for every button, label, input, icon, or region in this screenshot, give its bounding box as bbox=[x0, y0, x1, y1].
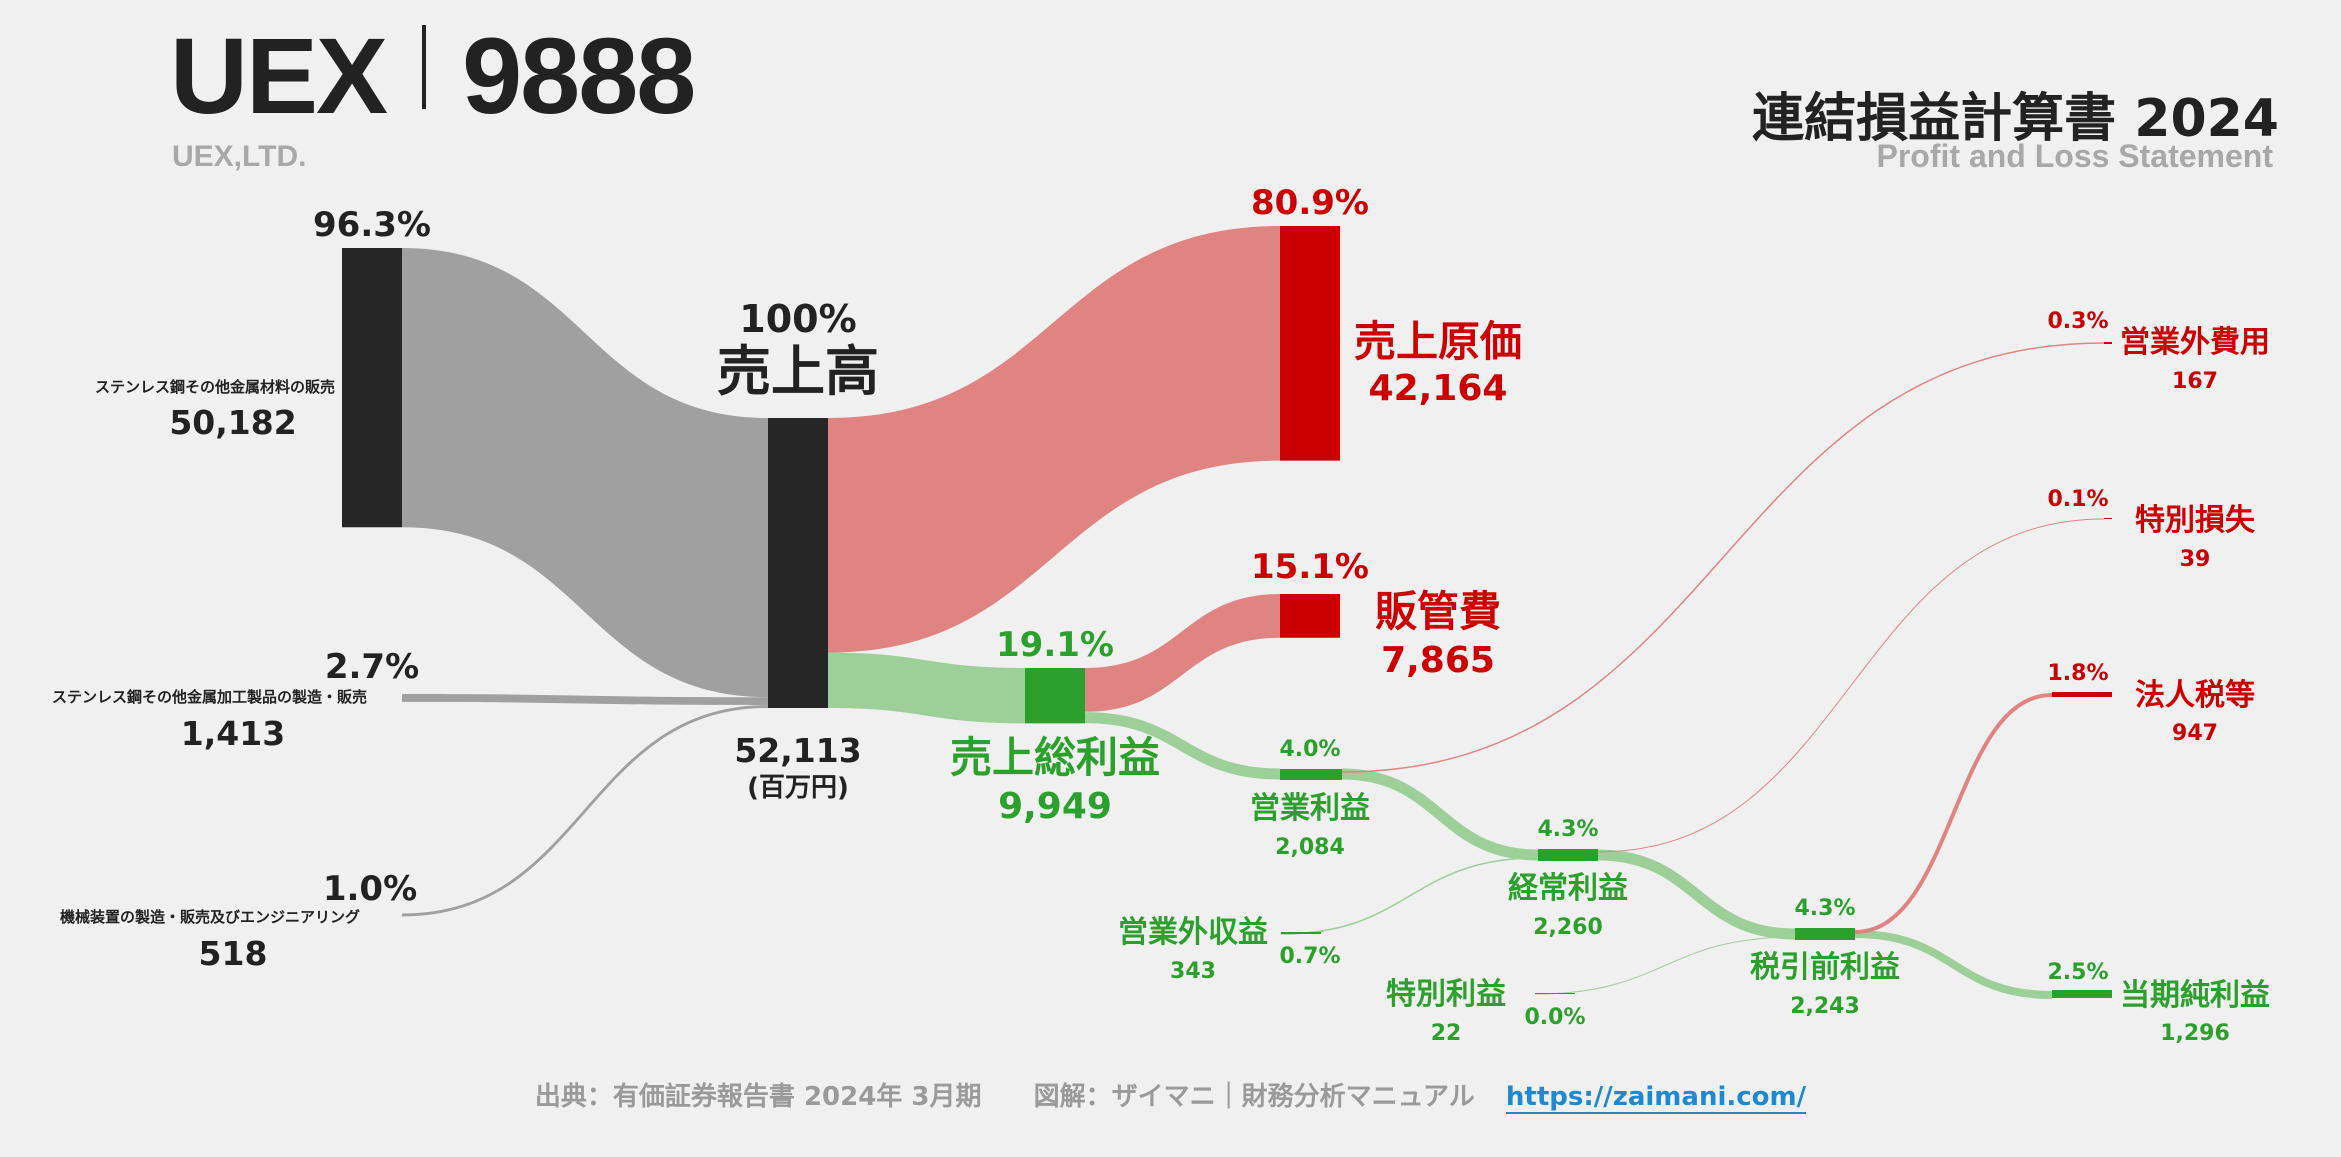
value-label-net: 1,296 bbox=[2160, 1021, 2230, 1046]
segment-label-seg1: ステンレス鋼その他金属材料の販売 bbox=[95, 378, 335, 396]
pct-label-nonop-income: 0.7% bbox=[1279, 944, 1340, 969]
pct-label-operating: 4.0% bbox=[1279, 737, 1340, 762]
pct-label-net: 2.5% bbox=[2047, 960, 2108, 985]
stock-code: 9888 bbox=[462, 15, 696, 136]
source-note: 出典：有価証券報告書 2024年 3月期 bbox=[534, 1082, 982, 1112]
footer: 出典：有価証券報告書 2024年 3月期 図解：ザイマニ｜財務分析マニュアル h… bbox=[0, 1076, 2341, 1114]
name-label-extra-loss: 特別損失 bbox=[2135, 503, 2256, 538]
pct-label-revenue: 100% bbox=[739, 297, 856, 341]
name-label-extra-income: 特別利益 bbox=[1386, 977, 1506, 1012]
company-ticker-heading: UEX 9888 bbox=[170, 22, 696, 130]
node-bar-pretax bbox=[1795, 928, 1855, 940]
value-label-gross-profit: 9,949 bbox=[998, 786, 1112, 827]
name-label-operating: 営業利益 bbox=[1250, 791, 1370, 826]
value-label-pretax: 2,243 bbox=[1790, 994, 1860, 1019]
node-bar-tax bbox=[2052, 692, 2112, 697]
node-bar-net bbox=[2052, 990, 2112, 998]
name-label-revenue: 売上高 bbox=[717, 340, 879, 403]
value-label-seg1: 50,182 bbox=[169, 403, 296, 442]
value-label-seg2: 1,413 bbox=[181, 714, 285, 753]
node-bar-operating bbox=[1280, 769, 1342, 780]
value-label-operating: 2,084 bbox=[1275, 835, 1345, 860]
pct-label-seg3: 1.0% bbox=[323, 869, 417, 909]
name-label-nonop-income: 営業外収益 bbox=[1118, 915, 1268, 950]
name-label-tax: 法人税等 bbox=[2135, 678, 2255, 713]
ticker-divider bbox=[422, 25, 427, 109]
flow-seg2-to-revenue bbox=[402, 694, 768, 706]
pct-label-tax: 1.8% bbox=[2047, 661, 2108, 686]
flow-pretax-to-tax bbox=[1854, 693, 2053, 934]
node-bar-extra-income bbox=[1535, 993, 1575, 994]
flow-seg3-to-revenue bbox=[401, 705, 769, 917]
node-bar-sga bbox=[1280, 594, 1340, 638]
pct-label-nonop-expense: 0.3% bbox=[2047, 309, 2108, 334]
pct-label-gross-profit: 19.1% bbox=[996, 625, 1114, 665]
name-label-net: 当期純利益 bbox=[2120, 978, 2270, 1013]
name-label-nonop-expense: 営業外費用 bbox=[2120, 325, 2270, 360]
flow-gross-profit-to-sga bbox=[1085, 594, 1280, 712]
segment-label-seg3: 機械装置の製造・販売及びエンジニアリング bbox=[60, 908, 360, 926]
name-label-gross-profit: 売上総利益 bbox=[950, 733, 1160, 782]
node-bar-nonop-expense bbox=[2104, 342, 2112, 344]
pct-label-sga: 15.1% bbox=[1251, 547, 1369, 587]
pct-label-ordinary: 4.3% bbox=[1537, 817, 1598, 842]
value-label-ordinary: 2,260 bbox=[1533, 915, 1603, 940]
value-label-tax: 947 bbox=[2172, 721, 2218, 746]
flow-operating-to-nonop-expense bbox=[1341, 342, 2105, 773]
node-bar-revenue bbox=[768, 418, 828, 708]
pct-label-seg1: 96.3% bbox=[313, 205, 431, 245]
node-bar-extra-loss bbox=[2104, 518, 2112, 519]
node-bar-nonop-income bbox=[1281, 932, 1321, 934]
pct-label-extra-loss: 0.1% bbox=[2047, 487, 2108, 512]
value-label-sga: 7,865 bbox=[1381, 640, 1495, 681]
flow-revenue-to-gross-profit bbox=[828, 652, 1025, 724]
flow-operating-to-ordinary bbox=[1341, 768, 1539, 861]
name-label-sga: 販管費 bbox=[1375, 587, 1501, 636]
company-name: UEX bbox=[170, 15, 388, 136]
site-link[interactable]: https://zaimani.com/ bbox=[1505, 1082, 1807, 1114]
value-label-cogs: 42,164 bbox=[1369, 368, 1508, 409]
node-bar-gross-profit bbox=[1025, 668, 1085, 724]
flow-pretax-to-net bbox=[1854, 930, 2053, 999]
segment-label-seg2: ステンレス鋼その他金属加工製品の製造・販売 bbox=[52, 688, 367, 706]
company-english-name: UEX,LTD. bbox=[172, 140, 307, 173]
value-label-nonop-income: 343 bbox=[1170, 959, 1216, 984]
node-bar-cogs bbox=[1280, 226, 1340, 461]
flow-extra-income-to-pretax bbox=[1534, 936, 1796, 995]
name-label-pretax: 税引前利益 bbox=[1750, 950, 1900, 985]
pct-label-seg2: 2.7% bbox=[325, 647, 419, 687]
flow-nonop-income-to-ordinary bbox=[1280, 857, 1539, 935]
pct-label-cogs: 80.9% bbox=[1251, 183, 1369, 223]
flow-ordinary-to-extra-loss bbox=[1597, 518, 2105, 853]
pct-label-extra-income: 0.0% bbox=[1524, 1005, 1585, 1030]
node-bar-seg1 bbox=[342, 248, 402, 528]
value-label-revenue: 52,113 bbox=[734, 731, 861, 770]
value-label-nonop-expense: 167 bbox=[2172, 369, 2218, 394]
statement-subtitle: Profit and Loss Statement bbox=[1876, 138, 2274, 174]
flow-seg1-to-revenue bbox=[402, 248, 768, 698]
pct-label-pretax: 4.3% bbox=[1794, 896, 1855, 921]
credit-note: 図解：ザイマニ｜財務分析マニュアル bbox=[1033, 1082, 1475, 1112]
node-bar-ordinary bbox=[1538, 849, 1598, 861]
flow-ordinary-to-pretax bbox=[1597, 849, 1796, 940]
value-label-seg3: 518 bbox=[199, 934, 268, 973]
statement-title: 連結損益計算書 2024 bbox=[1752, 89, 2279, 149]
name-label-ordinary: 経常利益 bbox=[1508, 871, 1628, 906]
name-label-cogs: 売上原価 bbox=[1354, 317, 1522, 366]
flow-gross-profit-to-operating bbox=[1084, 712, 1281, 780]
unit-label: (百万円) bbox=[747, 773, 849, 803]
flow-revenue-to-cogs bbox=[828, 226, 1280, 653]
value-label-extra-income: 22 bbox=[1431, 1021, 1462, 1046]
value-label-extra-loss: 39 bbox=[2180, 547, 2211, 572]
